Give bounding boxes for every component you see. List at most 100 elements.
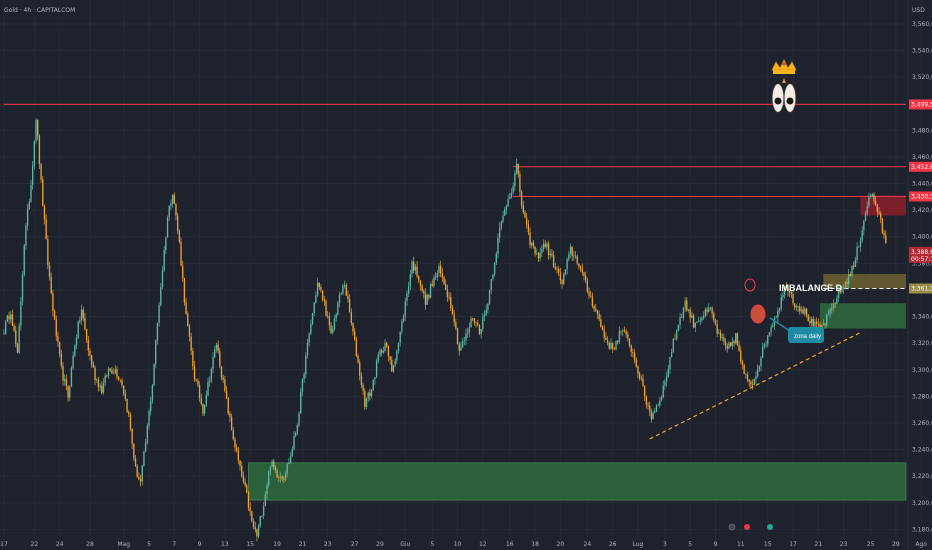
candle-body — [269, 466, 272, 471]
candle-body — [515, 163, 518, 174]
candle-body — [677, 324, 680, 332]
time-axis[interactable]: 17 22 24 28 Mag 5 7 9 13 15 19 21 23 27 29 Giu 5 10 12 16 18… — [0, 541, 932, 548]
event-icon-red[interactable] — [744, 524, 750, 530]
candle-body — [190, 336, 192, 351]
candle-body — [590, 295, 592, 297]
price-tag-resistance-2-bg — [909, 191, 932, 202]
candle-body — [406, 293, 408, 302]
candle-body — [141, 465, 143, 482]
candle-body — [859, 240, 862, 247]
time-tick-label: 7 — [172, 541, 176, 548]
candle-body — [682, 307, 685, 318]
candle-body — [455, 322, 457, 329]
candle-body — [60, 353, 62, 366]
candle-body — [318, 282, 320, 287]
candle-body — [384, 343, 386, 352]
candle-body — [96, 379, 98, 381]
candle-body — [520, 191, 523, 206]
candle-body — [224, 379, 226, 391]
candle-body — [230, 416, 233, 430]
candle-body — [404, 301, 406, 317]
candle-body — [207, 382, 209, 396]
candle-body — [643, 386, 646, 397]
candle-body — [310, 323, 312, 334]
event-icon-earnings[interactable] — [767, 524, 773, 530]
event-icon[interactable] — [728, 523, 736, 531]
candle-body — [603, 330, 605, 338]
price-tick-label: 3,260,00 — [912, 420, 932, 427]
candle-body — [315, 295, 317, 303]
candle-body — [328, 316, 331, 326]
time-tick-label: 11 — [737, 541, 745, 548]
candle-body — [554, 267, 556, 269]
candle-body — [836, 298, 838, 304]
time-tick-label: 17 — [789, 541, 797, 548]
candle-body — [492, 274, 494, 280]
candle-body — [531, 242, 533, 246]
price-tick-label: 3,520,00 — [912, 74, 932, 81]
candle-body — [219, 351, 221, 367]
candle-body — [424, 293, 427, 305]
zone-demand-low — [248, 462, 907, 501]
candle-body — [421, 285, 423, 292]
candle-body — [670, 352, 673, 358]
candle-body — [640, 378, 642, 379]
candle-body — [541, 248, 543, 253]
candle-body — [699, 320, 701, 322]
candle-body — [740, 350, 742, 362]
candle-body — [856, 247, 858, 260]
candle-body — [578, 263, 580, 267]
candle-body — [676, 331, 678, 339]
candle-body — [5, 321, 7, 334]
candle-body — [728, 342, 730, 349]
candle-body — [259, 516, 261, 526]
candle-body — [729, 342, 732, 346]
candle-body — [370, 389, 373, 397]
candle-body — [876, 204, 879, 212]
candle-body — [881, 219, 884, 233]
candle-body — [392, 365, 395, 372]
candle-body — [436, 272, 438, 278]
candle-body — [409, 274, 411, 287]
candle-body — [573, 255, 575, 257]
candle-body — [804, 308, 806, 314]
candle-body — [355, 339, 358, 357]
candle-body — [522, 205, 524, 213]
candle-body — [89, 350, 91, 356]
candle-body — [104, 375, 106, 384]
candle-body — [289, 455, 292, 463]
candle-body — [611, 342, 614, 350]
time-tick-label: 26 — [609, 541, 617, 548]
candle-body — [873, 193, 875, 202]
candle-body — [649, 405, 651, 412]
candle-body — [681, 317, 683, 318]
time-tick-label: 25 — [867, 541, 875, 548]
candle-body — [97, 379, 100, 388]
candle-body — [662, 385, 664, 398]
candle-body — [195, 379, 197, 381]
candle-body — [362, 385, 364, 391]
candle-body — [500, 221, 503, 228]
candle-body — [608, 342, 610, 349]
candle-body — [386, 343, 388, 347]
candle-body — [80, 309, 83, 321]
candle-body — [539, 252, 541, 259]
candle-body — [21, 274, 24, 302]
candle-body — [827, 314, 830, 316]
candle-body — [654, 411, 656, 413]
candle-body — [536, 253, 538, 254]
candle-body — [524, 212, 526, 218]
price-axis[interactable]: 3,560,003,540,003,520,003,500,003,480,00… — [912, 21, 932, 533]
candle-body — [16, 344, 19, 353]
candle-body — [645, 396, 648, 405]
candle-body — [448, 297, 450, 298]
time-tick-label: 18 — [531, 541, 539, 548]
price-tick-label: 3,340,00 — [912, 314, 932, 321]
candle-body — [305, 355, 307, 375]
price-tick-label: 3,300,00 — [912, 367, 932, 374]
candle-body — [664, 381, 666, 386]
candle-body — [848, 274, 850, 284]
candle-body — [463, 340, 465, 341]
candle-body — [163, 250, 165, 271]
